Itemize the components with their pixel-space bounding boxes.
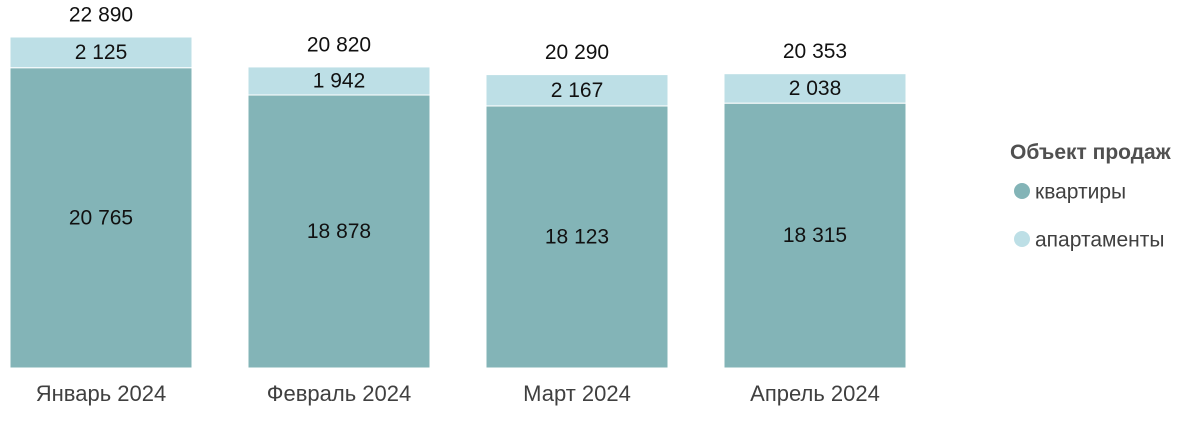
- data-label: 1 942: [313, 69, 366, 92]
- total-label: 20 820: [307, 33, 371, 56]
- bar-segment: [723, 73, 907, 104]
- bars-layer: [9, 36, 907, 369]
- total-label: 20 290: [545, 41, 609, 64]
- legend-marker: [1014, 183, 1030, 199]
- bar-segment: [9, 36, 193, 69]
- legend-items: квартиры апартаменты: [1014, 181, 1164, 252]
- data-label: 20 765: [69, 206, 133, 229]
- total-label: 22 890: [69, 4, 133, 27]
- data-label: 18 315: [783, 224, 847, 247]
- category-label: Апрель 2024: [750, 381, 880, 406]
- legend-label: апартаменты: [1035, 229, 1164, 252]
- legend: Объект продаж квартиры апартаменты: [1010, 141, 1172, 252]
- labels-layer: 20 765 2 125 22 890 Январь 2024 18 878 1 942 2…: [36, 4, 880, 407]
- bar-segment: [485, 105, 669, 369]
- bar-segment: [247, 66, 431, 96]
- bar-segment: [723, 102, 907, 369]
- category-label: Январь 2024: [36, 381, 166, 406]
- bar-segment: [9, 67, 193, 369]
- legend-marker: [1014, 231, 1030, 247]
- data-label: 2 038: [789, 77, 842, 100]
- data-label: 2 125: [75, 41, 128, 64]
- category-label: Март 2024: [523, 381, 631, 406]
- data-label: 2 167: [551, 79, 604, 102]
- data-label: 18 878: [307, 220, 371, 243]
- data-label: 18 123: [545, 225, 609, 248]
- legend-title: Объект продаж: [1010, 141, 1172, 164]
- total-label: 20 353: [783, 40, 847, 63]
- legend-label: квартиры: [1035, 181, 1126, 204]
- category-label: Февраль 2024: [267, 381, 411, 406]
- bar-segment: [485, 74, 669, 107]
